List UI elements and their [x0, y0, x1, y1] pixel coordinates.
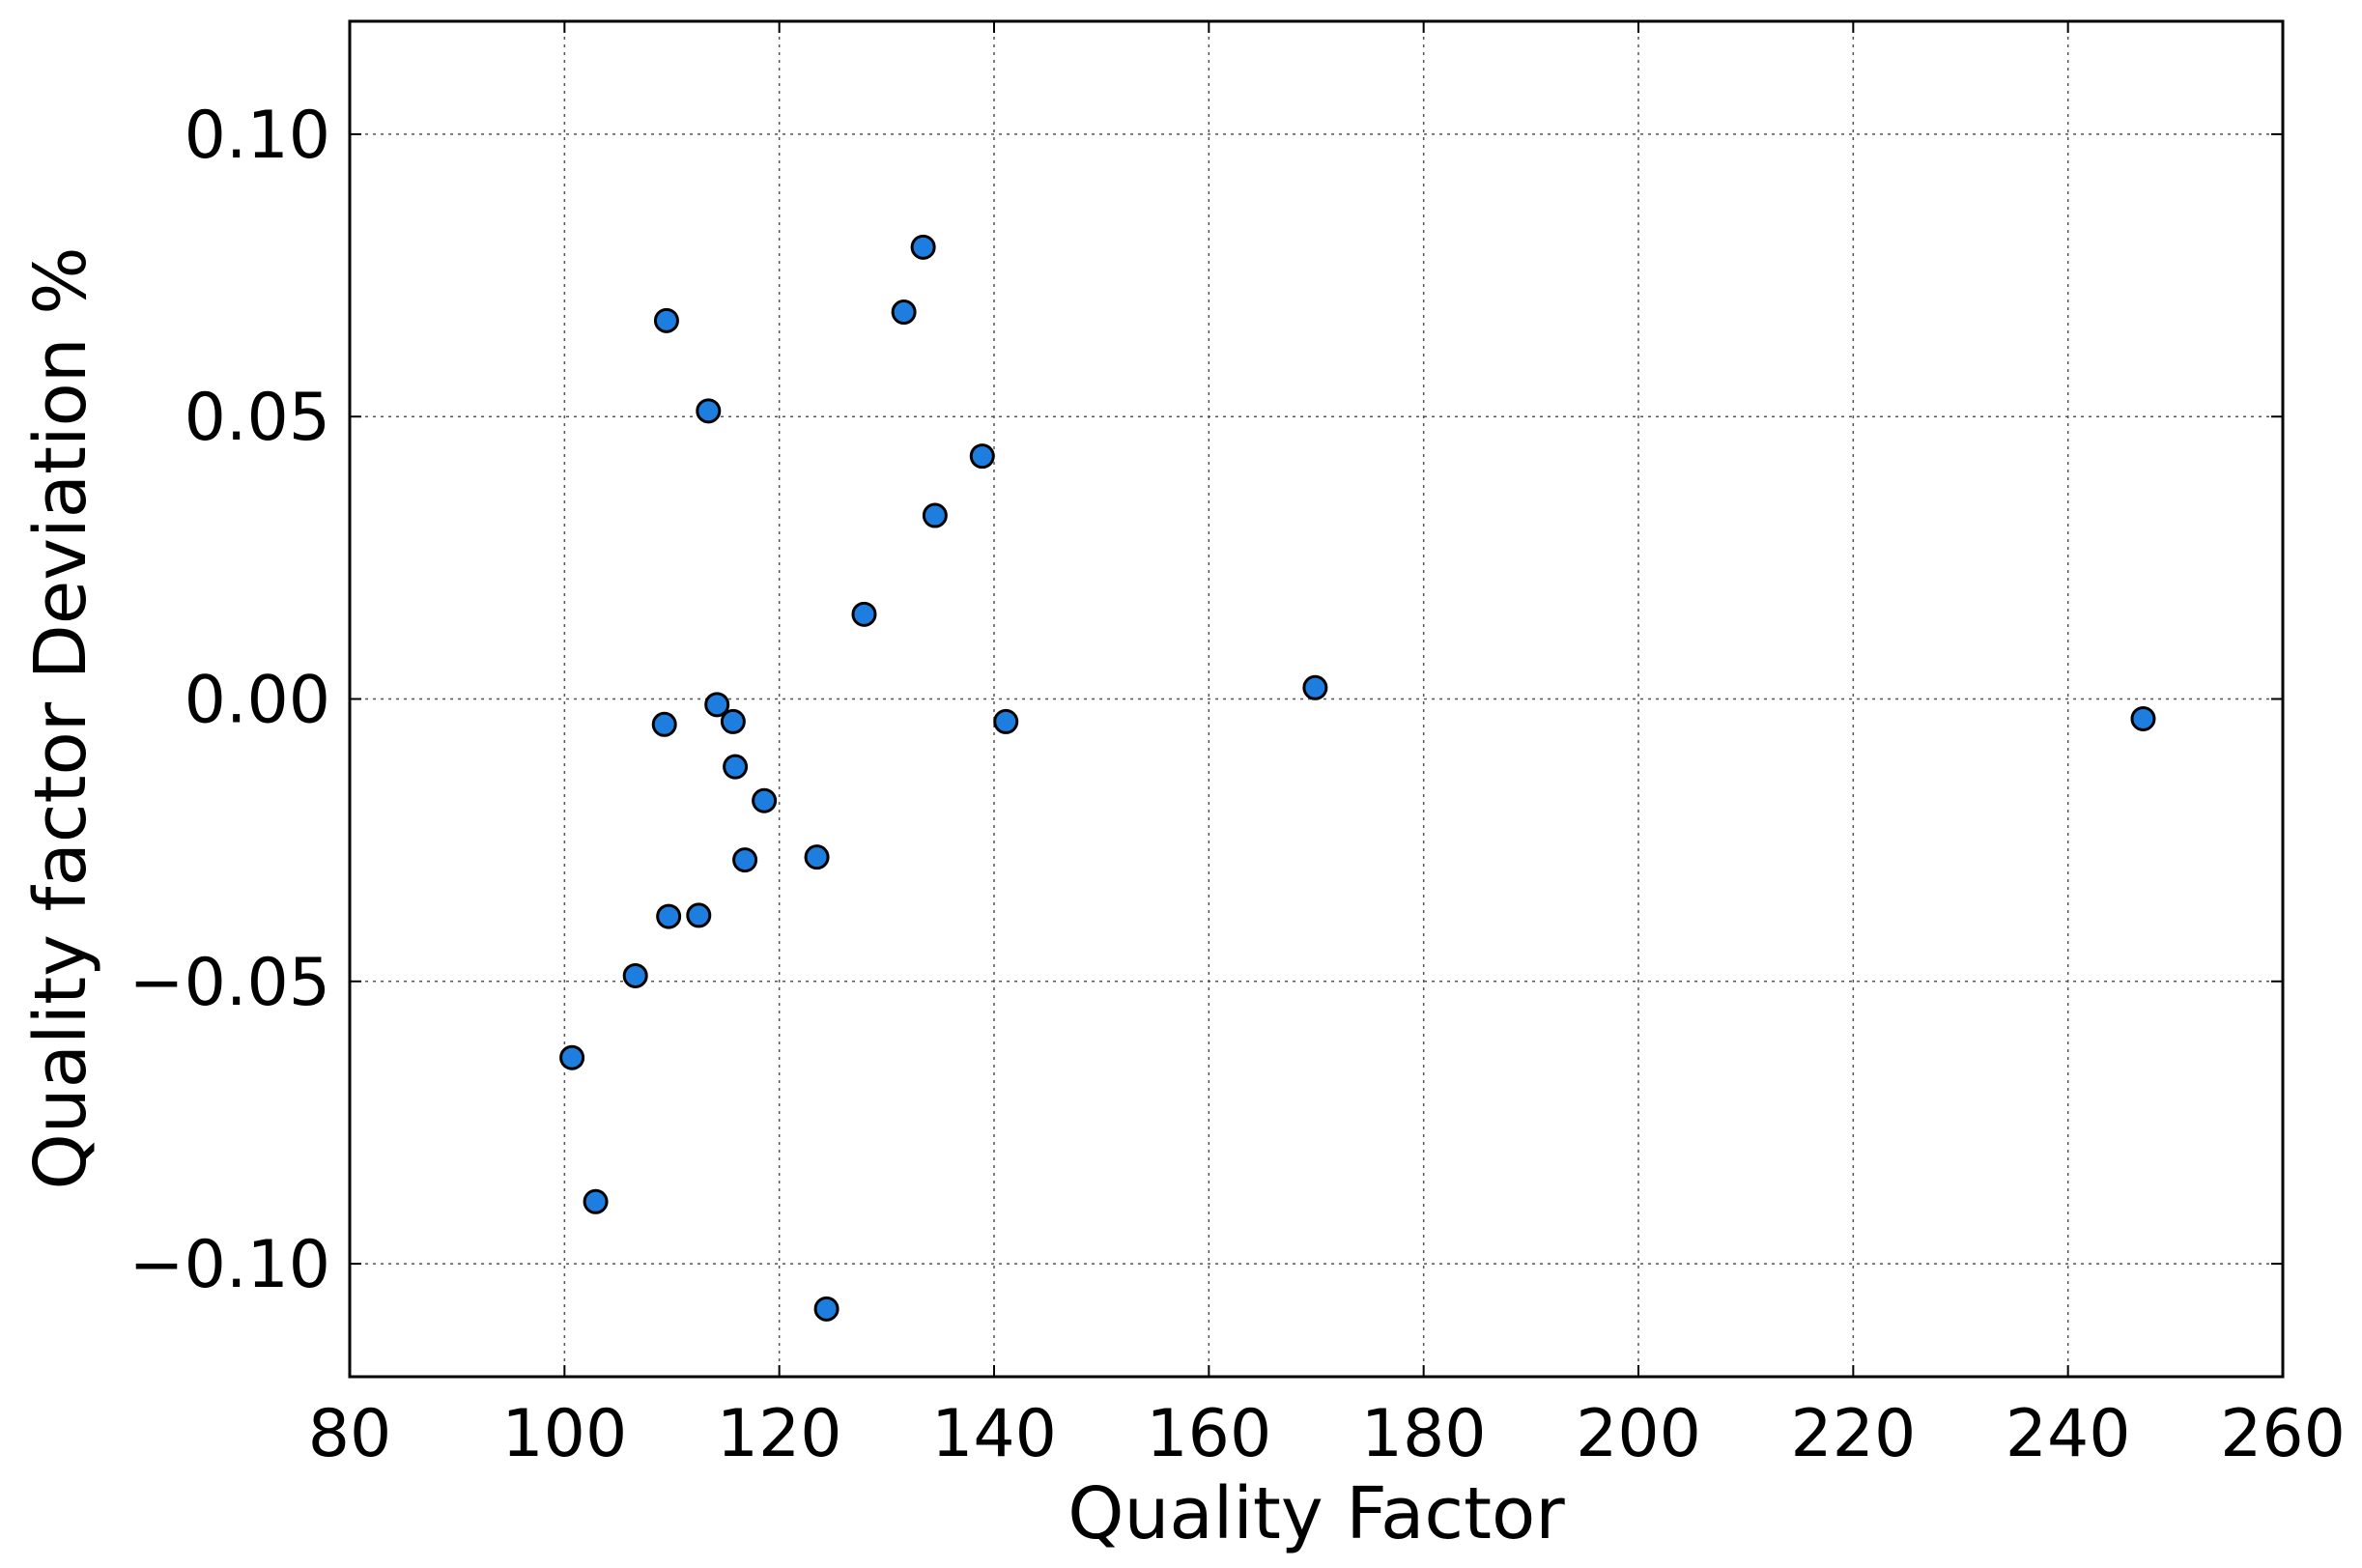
data-point	[651, 711, 677, 737]
data-point	[969, 443, 995, 470]
data-point	[559, 1044, 585, 1070]
x-tick-label: 240	[2006, 1396, 2131, 1472]
data-point	[583, 1188, 609, 1214]
x-tick-label: 120	[717, 1396, 842, 1472]
x-tick-label: 140	[931, 1396, 1057, 1472]
data-point	[813, 1296, 840, 1322]
x-tick-label: 180	[1361, 1396, 1487, 1472]
data-point	[752, 787, 778, 813]
x-tick-label: 80	[308, 1396, 392, 1472]
data-point	[723, 754, 749, 780]
data-point	[686, 902, 712, 928]
data-point	[891, 299, 917, 326]
y-tick-label: −0.10	[129, 1227, 330, 1303]
x-axis-label: Quality Factor	[1067, 1472, 1565, 1555]
y-axis-ticks: 0.10 0.05 0.00 −0.05 −0.10	[129, 98, 2283, 1303]
data-point	[851, 601, 877, 627]
data-point	[696, 398, 722, 424]
y-tick-label: 0.05	[185, 380, 330, 456]
y-tick-label: 0.00	[185, 663, 330, 739]
x-tick-label: 100	[501, 1396, 627, 1472]
data-point	[2130, 705, 2156, 731]
data-point	[922, 502, 948, 528]
x-tick-label: 260	[2220, 1396, 2346, 1472]
data-point	[1302, 674, 1328, 700]
data-points	[559, 234, 2156, 1322]
x-tick-label: 220	[1790, 1396, 1916, 1472]
data-point	[993, 708, 1019, 734]
data-point	[910, 234, 936, 260]
y-axis-label: Quality factor Deviation %	[19, 246, 102, 1189]
data-point	[704, 692, 730, 718]
data-point	[653, 307, 679, 333]
y-tick-label: −0.05	[129, 945, 330, 1021]
data-point	[656, 903, 682, 929]
x-tick-label: 160	[1146, 1396, 1271, 1472]
data-point	[804, 844, 830, 870]
x-axis-ticks: 80 100 120 140 160 180 200 220 240 260	[308, 21, 2346, 1472]
data-point	[720, 708, 746, 734]
y-tick-label: 0.10	[185, 98, 330, 174]
x-tick-label: 200	[1576, 1396, 1701, 1472]
data-point	[732, 847, 758, 873]
data-point	[622, 962, 648, 988]
